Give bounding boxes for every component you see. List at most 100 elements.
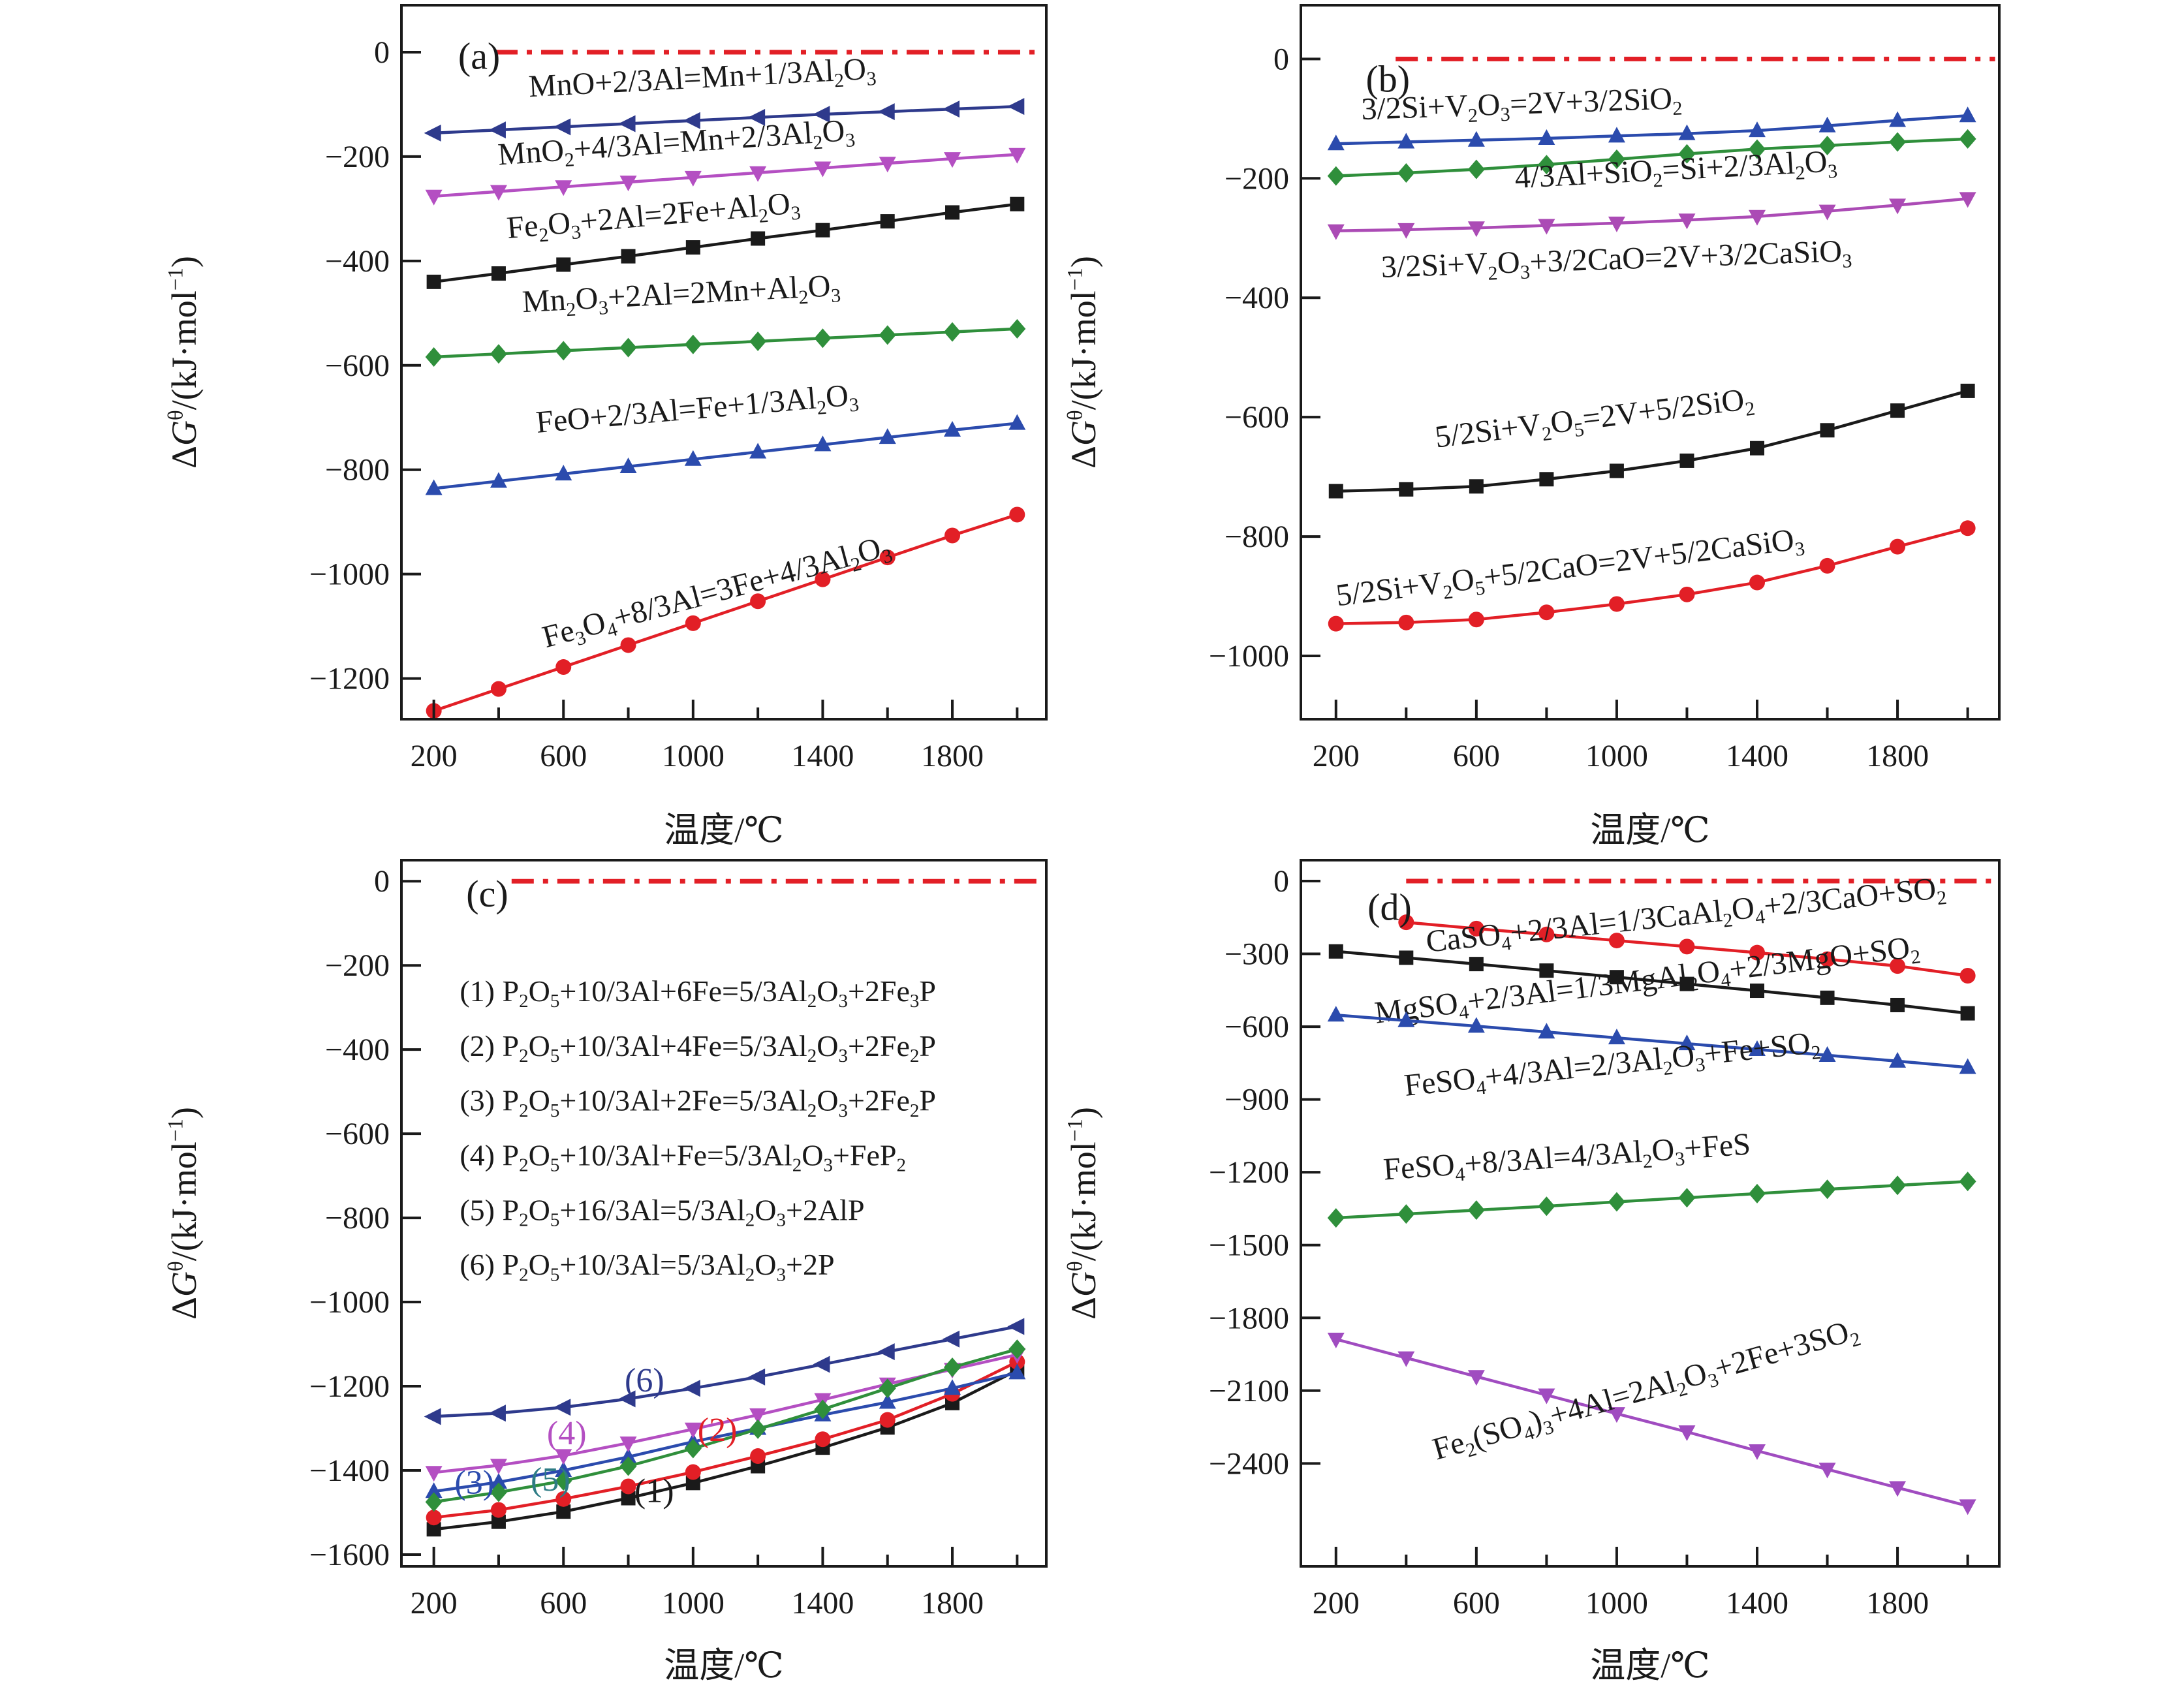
panel-c-series-6: [424, 1318, 1025, 1425]
y-tick-label: −400: [325, 244, 390, 279]
y-tick-label: −800: [325, 1201, 390, 1235]
curve-number-annotation: (5): [531, 1461, 570, 1498]
panel-b-series: 3/2Si+V2O3=2V+3/2SiO2 4/3Al+SiO2=Si+2/3Al…: [1327, 81, 1976, 632]
panel-c-series-5: [425, 1339, 1026, 1512]
x-tick-label: 1000: [1585, 739, 1648, 773]
reaction-label: Fe2(SO4)3+4Al=2Al2O3+2Fe+3SO2: [1429, 1312, 1864, 1470]
y-tick-label: −1000: [309, 1285, 390, 1320]
y-tick-label: −1600: [309, 1538, 390, 1572]
x-tick-label: 1800: [921, 739, 984, 773]
x-tick-label: 1800: [1866, 739, 1929, 773]
x-tick-label: 1000: [1585, 1586, 1648, 1621]
y-tick-label: −1800: [1209, 1301, 1289, 1335]
y-tick-label: −400: [1225, 281, 1289, 315]
x-tick-label: 200: [1313, 739, 1360, 773]
x-tick-label: 1000: [662, 1586, 725, 1621]
panel-a: MnO+2/3Al=Mn+1/3Al2O3MnO2+4/3Al=Mn+2/3Al…: [164, 4, 1048, 850]
y-tick-label: −600: [325, 349, 390, 383]
panel-d-x-axis: 200 600 1000 1400 1800: [1313, 1547, 1969, 1621]
x-tick-label: 1400: [791, 1586, 854, 1621]
x-axis-title: 温度/℃: [1590, 811, 1709, 850]
legend-item: (3) P2O5+10/3Al+2Fe=5/3Al2O3+2Fe2P: [460, 1084, 936, 1121]
panel-d-series-3: FeSO4+4/3Al=2/3Al2O3+Fe+SO2: [1327, 1006, 1976, 1103]
panel-a-series-4: Mn2O3+2Al=2Mn+Al2O3: [425, 268, 1026, 367]
reaction-label: 5/2Si+V2O5+5/2CaO=2V+5/2CaSiO3: [1334, 521, 1806, 617]
legend-item: (5) P2O5+16/3Al=5/3Al2O3+2AlP: [460, 1193, 864, 1230]
legend-item: (4) P2O5+10/3Al+Fe=5/3Al2O3+FeP2: [460, 1138, 906, 1175]
reaction-label: Fe3O4+8/3Al=3Fe+4/3Al2O3: [538, 529, 895, 659]
y-tick-label: −2400: [1209, 1446, 1289, 1481]
curve-number-annotation: (3): [454, 1464, 494, 1501]
panel-b-series-3: 3/2Si+V2O3+3/2CaO=2V+3/2CaSiO3: [1327, 192, 1976, 288]
y-tick-label: −900: [1225, 1083, 1289, 1117]
plot-frame: [1300, 4, 2001, 721]
panel-b-x-axis: 200 600 1000 1400 1800: [1313, 700, 1969, 773]
x-tick-label: 200: [411, 1586, 458, 1621]
curve-number-annotation: (2): [698, 1412, 738, 1449]
y-tick-label: −1000: [1209, 639, 1289, 674]
y-tick-label: −600: [1225, 1010, 1289, 1044]
panel-letter: (c): [466, 873, 508, 915]
y-tick-label: −1500: [1209, 1228, 1289, 1263]
x-tick-label: 600: [1453, 1586, 1500, 1621]
reaction-label: FeO+2/3Al=Fe+1/3Al2O3: [535, 377, 860, 444]
panel-letter: (a): [458, 35, 500, 78]
x-tick-label: 1000: [662, 739, 725, 773]
y-axis-title: ΔGθ/(kJ·mol−1): [164, 1107, 204, 1320]
plot-frame: [400, 4, 1048, 721]
panel-a-y-axis: 0 −200 −400 −600 −800 −1000 −1200: [309, 35, 421, 696]
y-axis-title: ΔGθ/(kJ·mol−1): [1064, 256, 1104, 469]
y-axis-title: ΔGθ/(kJ·mol−1): [1064, 1107, 1104, 1320]
panel-c-y-axis: 0 −200 −400 −600 −800 −1000 −1200 −1400 −1600: [309, 864, 421, 1572]
panel-letter: (b): [1365, 58, 1410, 101]
panel-c-annotations: (6) (4) (3) (5) (2) (1): [454, 1362, 737, 1510]
reaction-label: MnO+2/3Al=Mn+1/3Al2O3: [528, 51, 877, 107]
panel-b-y-axis: 0 −200 −400 −600 −800 −1000: [1209, 42, 1320, 674]
y-tick-label: −800: [1225, 520, 1289, 554]
y-tick-label: 0: [1273, 42, 1289, 76]
y-tick-label: −800: [325, 453, 390, 488]
y-tick-label: −1000: [309, 557, 390, 592]
y-tick-label: 0: [374, 864, 390, 899]
x-tick-label: 600: [540, 739, 587, 773]
panel-b-series-4: 5/2Si+V2O5=2V+5/2SiO2: [1328, 381, 1975, 499]
plot-frame: [1300, 859, 2001, 1568]
curve-number-annotation: (6): [625, 1362, 664, 1399]
panel-c: 0 −200 −400 −600 −800 −1000 −1200 −1400 −1600 200…: [164, 859, 1048, 1685]
panel-a-x-axis: 200 600 1000 1400 1800: [411, 700, 1019, 773]
x-tick-label: 1800: [921, 1586, 984, 1621]
reaction-label: 4/3Al+SiO2=Si+2/3Al2O3: [1514, 144, 1838, 198]
y-axis-title: ΔGθ/(kJ·mol−1): [164, 256, 204, 469]
reaction-label: FeSO4+8/3Al=4/3Al2O3+FeS: [1382, 1126, 1752, 1190]
y-tick-label: −1400: [309, 1453, 390, 1488]
y-tick-label: 0: [374, 35, 390, 70]
x-tick-label: 200: [1313, 1586, 1360, 1621]
panel-d-y-axis: 0 −300 −600 −900 −1200 −1500 −1800 −2100 −2400: [1209, 864, 1320, 1481]
y-tick-label: −1200: [309, 1369, 390, 1404]
y-tick-label: −2100: [1209, 1374, 1289, 1408]
y-tick-label: −400: [325, 1032, 390, 1067]
panel-d: CaSO4+2/3Al=1/3CaAl2O4+2/3CaO+SO2MgSO4+2…: [1064, 859, 2001, 1685]
panel-c-series-1: [426, 1363, 1025, 1537]
x-axis-title: 温度/℃: [664, 1646, 783, 1685]
legend-item: (6) P2O5+10/3Al=5/3Al2O3+2P: [460, 1248, 834, 1285]
curve-number-annotation: (1): [634, 1472, 674, 1510]
curve-number-annotation: (4): [547, 1415, 587, 1452]
legend-item: (1) P2O5+10/3Al+6Fe=5/3Al2O3+2Fe3P: [460, 974, 936, 1012]
y-tick-label: −1200: [309, 662, 390, 696]
y-tick-label: 0: [1273, 864, 1289, 899]
y-tick-label: −600: [325, 1117, 390, 1151]
x-tick-label: 1400: [1726, 1586, 1788, 1621]
panel-c-legend: (1) P2O5+10/3Al+6Fe=5/3Al2O3+2Fe3P (2) P2…: [460, 974, 936, 1285]
reaction-label: Mn2O3+2Al=2Mn+Al2O3: [522, 268, 841, 323]
reaction-label: 5/2Si+V2O5=2V+5/2SiO2: [1433, 381, 1756, 458]
legend-item: (2) P2O5+10/3Al+4Fe=5/3Al2O3+2Fe2P: [460, 1029, 936, 1066]
panel-a-series: MnO+2/3Al=Mn+1/3Al2O3MnO2+4/3Al=Mn+2/3Al…: [424, 51, 1026, 719]
panel-c-series: [424, 1318, 1026, 1537]
y-tick-label: −200: [1225, 161, 1289, 196]
panel-c-x-axis: 200 600 1000 1400 1800: [411, 1547, 1019, 1621]
panel-d-series-5: Fe2(SO4)3+4Al=2Al2O3+2Fe+3SO2: [1327, 1312, 1976, 1515]
reaction-label: 3/2Si+V2O3+3/2CaO=2V+3/2CaSiO3: [1381, 234, 1852, 288]
